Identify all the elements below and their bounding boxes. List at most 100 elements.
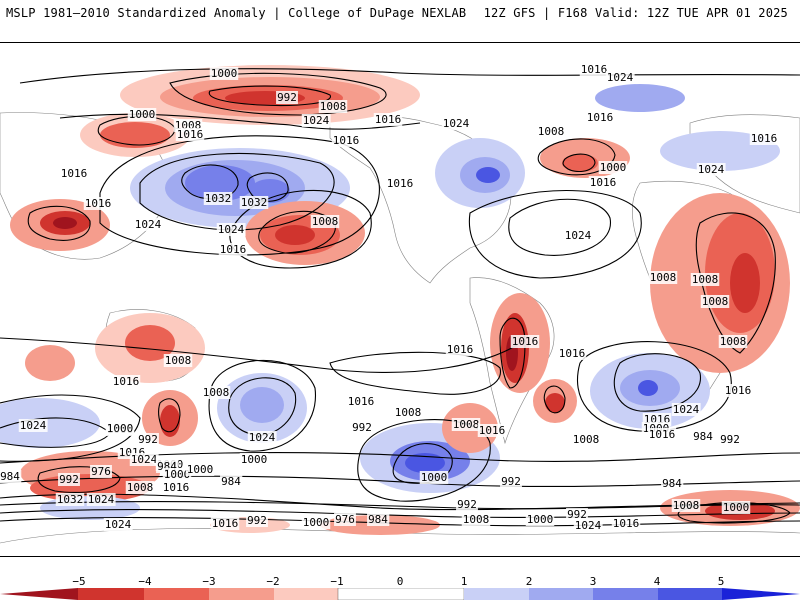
isobar-label-background bbox=[18, 419, 48, 432]
colorbar-bin-zero bbox=[337, 588, 465, 600]
isobar-label: 1016 bbox=[725, 384, 752, 397]
isobar-label: 1008 bbox=[395, 406, 422, 419]
isobar-label: 1000 bbox=[129, 108, 156, 121]
isobar-label: 984 bbox=[221, 475, 241, 488]
isobar-label-background bbox=[58, 473, 80, 486]
isobar-label: 1016 bbox=[212, 517, 239, 530]
isobar-label: 1024 bbox=[218, 223, 245, 236]
isobar-label-background bbox=[441, 117, 471, 130]
isobar-label: 1000 bbox=[527, 513, 554, 526]
north-america-outline bbox=[329, 114, 512, 284]
isobar-label-background bbox=[239, 196, 269, 209]
isobar-1008-s-pacific bbox=[357, 419, 491, 502]
isobar-label-background bbox=[334, 513, 356, 526]
isobar-label: 1008 bbox=[692, 273, 719, 286]
isobar-label: 1016 bbox=[590, 176, 617, 189]
isobar-label: 984 bbox=[693, 430, 713, 443]
isobar-label-background bbox=[456, 498, 478, 511]
anomaly-blob-atlantic-low-2 bbox=[562, 154, 598, 172]
isobar-label-background bbox=[83, 197, 113, 210]
isobar-label: 1024 bbox=[131, 453, 158, 466]
isobar-label: 1016 bbox=[163, 481, 190, 494]
isobar-label-background bbox=[723, 384, 753, 397]
isobar-label-background bbox=[588, 176, 618, 189]
colorbar-tick-label: 1 bbox=[460, 575, 468, 588]
isobar-label: 1024 bbox=[88, 493, 115, 506]
isobar-labels: 1000 992 1008 1016 1024 1000 1008 1016 1024 1016 1… bbox=[0, 63, 779, 532]
isobar-label: 1016 bbox=[447, 343, 474, 356]
isobar-1016-india bbox=[27, 205, 91, 241]
isobar-1008-s-atlantic bbox=[543, 385, 566, 414]
isobar-label: 1024 bbox=[135, 218, 162, 231]
isobar-label: 984 bbox=[0, 470, 20, 483]
colorbar-tick-label: 3 bbox=[589, 575, 597, 588]
isobar-label: 1008 bbox=[203, 386, 230, 399]
isobar-label: 1000 bbox=[187, 463, 214, 476]
isobar-label-background bbox=[162, 468, 192, 481]
isobar-label: 992 bbox=[720, 433, 740, 446]
anomaly-blob-africa-low-3 bbox=[730, 253, 760, 313]
isobar-label: 992 bbox=[247, 514, 267, 527]
colorbar-bin-neg1 bbox=[274, 588, 338, 600]
isobar-label: 992 bbox=[457, 498, 477, 511]
isobar-label: 992 bbox=[567, 508, 587, 521]
isobar-992-tasman bbox=[158, 398, 181, 433]
isobar-label-background bbox=[700, 295, 730, 308]
isobar-label-background bbox=[690, 273, 720, 286]
colorbar-tick-label: −2 bbox=[266, 575, 280, 588]
isobar-label-background bbox=[373, 113, 403, 126]
isobar-label-background bbox=[661, 477, 684, 490]
isobar-label: 1016 bbox=[85, 197, 112, 210]
isobar-label-background bbox=[573, 519, 603, 532]
colorbar-bin-pos2 bbox=[529, 588, 593, 600]
colorbar-arrow-high bbox=[722, 588, 800, 600]
isobar-1016-atlantic bbox=[468, 189, 642, 279]
isobar-label-background bbox=[103, 518, 133, 531]
isobar-label-background bbox=[351, 421, 373, 434]
isobar-label-background bbox=[579, 63, 609, 76]
isobar-label-background bbox=[239, 453, 269, 466]
isobar-label-background bbox=[571, 433, 601, 446]
isobar-label: 1000 bbox=[303, 516, 330, 529]
isobar-label: 1000 bbox=[723, 501, 750, 514]
isobar-label-background bbox=[566, 508, 588, 521]
isobar-label-background bbox=[721, 501, 751, 514]
anomaly-blob-s-pacific-high-3 bbox=[405, 453, 445, 473]
isobar-label: 1016 bbox=[649, 428, 676, 441]
isobar-label: 1016 bbox=[348, 395, 375, 408]
colorbar-tick-label: −3 bbox=[202, 575, 216, 588]
isobar-label-background bbox=[692, 430, 715, 443]
isobar-label-background bbox=[105, 422, 135, 435]
isobar-label-background bbox=[163, 354, 193, 367]
colorbar bbox=[0, 588, 800, 600]
isobar-label: 1016 bbox=[177, 128, 204, 141]
isobar-label-background bbox=[671, 403, 701, 416]
isobar-label: 992 bbox=[59, 473, 79, 486]
isobar-label-background bbox=[90, 465, 112, 478]
anomaly-blob-australia-low-2 bbox=[125, 325, 175, 361]
isobar-label-background bbox=[563, 229, 593, 242]
isobar-label: 1008 bbox=[650, 271, 677, 284]
isobar-1000-atlantic bbox=[562, 153, 596, 173]
isobar-label: 1024 bbox=[249, 431, 276, 444]
isobar-label: 1032 bbox=[241, 196, 268, 209]
isobar-label-background bbox=[393, 406, 423, 419]
isobar-label: 1016 bbox=[387, 177, 414, 190]
isobar-1016-s-pacific bbox=[329, 351, 501, 395]
colorbar-tick-label: 5 bbox=[717, 575, 725, 588]
isobar-label-background bbox=[367, 513, 390, 526]
colorbar-tick-label: 2 bbox=[525, 575, 533, 588]
isobar-label: 1024 bbox=[303, 114, 330, 127]
isobar-label: 1008 bbox=[720, 335, 747, 348]
isobar-label: 1016 bbox=[581, 63, 608, 76]
isobar-1016-tropics bbox=[0, 337, 521, 373]
isobar-1016-antarctic bbox=[0, 509, 800, 518]
isobar-label-background bbox=[510, 335, 540, 348]
isobar-label-background bbox=[301, 114, 331, 127]
isobar-label-background bbox=[246, 514, 268, 527]
isobar-label: 1008 bbox=[702, 295, 729, 308]
isobar-label: 976 bbox=[91, 465, 111, 478]
isobar-label: 1016 bbox=[61, 167, 88, 180]
anomaly-blob-indian-low-1 bbox=[25, 345, 75, 381]
isobar-label: 1016 bbox=[512, 335, 539, 348]
